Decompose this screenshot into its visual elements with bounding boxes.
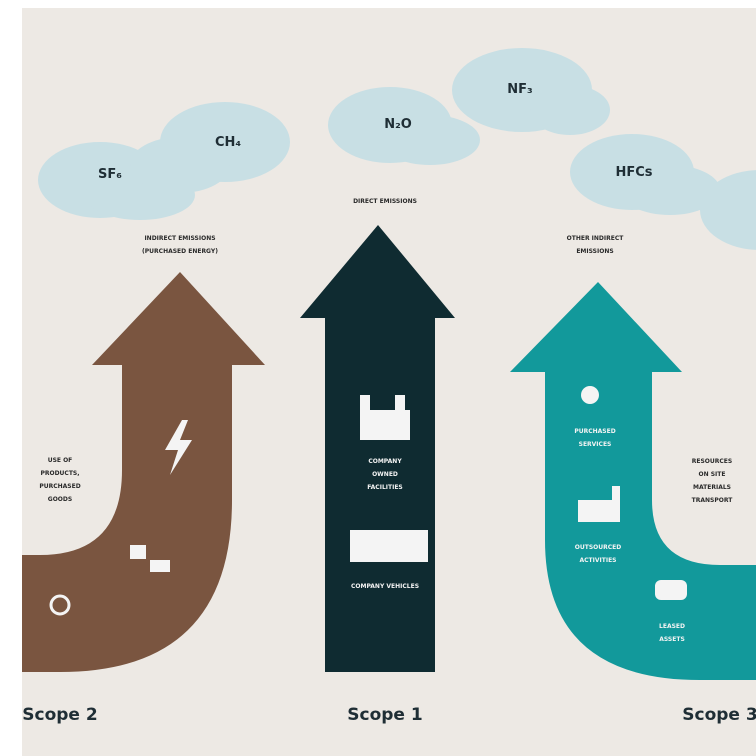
label: OWNED xyxy=(372,471,398,478)
infographic: SF₆ CH₄ N₂O NF₃ HFCs INDIRECT EMISSIONS … xyxy=(0,0,756,756)
heading: INDIRECT EMISSIONS xyxy=(144,235,215,242)
scope-name: Scope 2 xyxy=(22,705,97,725)
label: USE OF xyxy=(48,457,73,464)
label: COMPANY xyxy=(368,458,402,465)
gas-label: NF₃ xyxy=(507,82,532,97)
heading: EMISSIONS xyxy=(576,248,613,255)
scope-name: Scope 3 xyxy=(682,705,756,725)
label: PRODUCTS, xyxy=(40,470,79,477)
label: MATERIALS xyxy=(693,484,731,491)
label: OUTSOURCED xyxy=(575,544,621,551)
label: SERVICES xyxy=(579,441,612,448)
gas-label: SF₆ xyxy=(98,167,122,182)
gas-label: CH₄ xyxy=(215,135,241,150)
label: PURCHASED xyxy=(574,428,615,435)
label: ON SITE xyxy=(699,471,726,478)
gas-label: N₂O xyxy=(384,117,412,132)
label: LEASED xyxy=(659,623,685,630)
label: FACILITIES xyxy=(367,484,403,491)
scope-name: Scope 1 xyxy=(347,705,422,725)
heading: (PURCHASED ENERGY) xyxy=(142,248,218,255)
label: PURCHASED xyxy=(39,483,80,490)
label: GOODS xyxy=(48,496,72,503)
label: ACTIVITIES xyxy=(580,557,617,564)
heading: DIRECT EMISSIONS xyxy=(353,198,417,205)
canvas: SF₆ CH₄ N₂O NF₃ HFCs INDIRECT EMISSIONS … xyxy=(22,8,756,756)
label: RESOURCES xyxy=(692,458,732,465)
label: TRANSPORT xyxy=(692,497,734,504)
label: ASSETS xyxy=(659,636,685,643)
label: COMPANY VEHICLES xyxy=(351,583,419,590)
gas-label: HFCs xyxy=(615,165,652,180)
heading: OTHER INDIRECT xyxy=(567,235,625,242)
